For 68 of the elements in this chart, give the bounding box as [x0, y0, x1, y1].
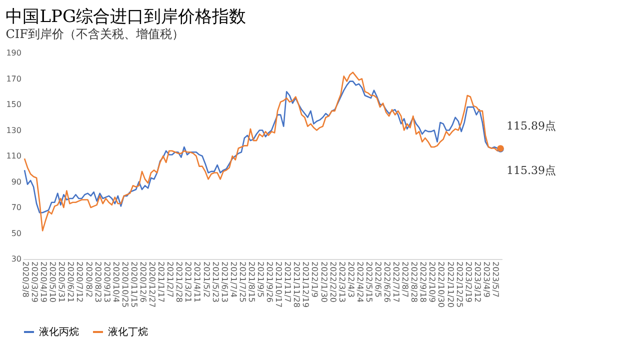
- x-tick-label: 2023/3/12: [472, 262, 482, 303]
- data-label: 115.39点: [506, 164, 556, 178]
- chart-title: 中国LPG综合进口到岸价格指数: [6, 7, 246, 27]
- x-tick-label: 2022/8/28: [410, 262, 419, 303]
- x-tick-label: 2021/2/28: [174, 262, 184, 303]
- y-tick-label: 70: [11, 203, 22, 212]
- y-tick-label: 50: [11, 228, 22, 238]
- chart-subtitle: CIF到岸价（不含关税、增值税）: [6, 27, 184, 41]
- x-tick-label: 2021/7/25: [238, 262, 247, 303]
- x-tick-label: 2020/8/2: [84, 262, 94, 298]
- y-tick-label: 150: [6, 100, 22, 109]
- x-tick-label: 2022/11/20: [446, 262, 455, 308]
- legend-label: 液化丁烷: [108, 326, 148, 338]
- x-tick-label: 2021/12/19: [301, 262, 310, 308]
- x-tick-label: 2020/4/19: [39, 262, 48, 303]
- y-tick-label: 130: [6, 126, 22, 135]
- x-tick-label: 2022/7/17: [392, 262, 401, 303]
- y-tick-label: 90: [11, 177, 22, 186]
- y-tick-label: 30: [11, 254, 22, 264]
- x-tick-label: 2020/10/4: [111, 262, 120, 303]
- x-tick-label: 2022/10/30: [436, 262, 446, 308]
- x-tick-label: 2021/2/7: [166, 262, 175, 298]
- y-tick-label: 190: [6, 48, 22, 58]
- x-tick-label: 2020/6/21: [66, 262, 76, 303]
- x-tick-label: 2022/5/15: [364, 262, 374, 303]
- x-tick-label: 2021/6/13: [220, 262, 229, 303]
- x-tick-label: 2021/8/15: [246, 262, 256, 303]
- x-tick-label: 2021/5/2: [202, 262, 211, 298]
- x-tick-label: 2021/11/28: [292, 262, 302, 308]
- x-tick-label: 2022/10/9: [428, 262, 437, 303]
- x-tick-label: 2022/1/30: [319, 262, 328, 303]
- x-tick-label: 2021/9/26: [265, 262, 274, 303]
- y-tick-label: 110: [6, 152, 22, 160]
- x-tick-label: 2022/9/18: [418, 262, 428, 303]
- x-tick-label: 2022/6/26: [382, 262, 392, 303]
- x-tick-label: 2021/3/21: [184, 262, 193, 303]
- x-tick-label: 2023/2/19: [464, 262, 473, 303]
- x-tick-label: 2020/12/27: [148, 262, 157, 308]
- x-tick-label: 2020/8/23: [93, 262, 102, 303]
- x-tick-label: 2020/5/10: [48, 262, 58, 303]
- x-tick-label: 2020/5/31: [57, 262, 66, 303]
- x-tick-label: 2020/10/25: [120, 262, 130, 308]
- x-tick-label: 2020/9/13: [102, 262, 112, 303]
- x-tick-label: 2022/1/9: [310, 262, 320, 298]
- x-tick-label: 2022/4/3: [346, 262, 356, 298]
- x-tick-label: 2020/3/8: [21, 262, 30, 298]
- x-tick-label: 2022/4/24: [355, 262, 364, 303]
- x-tick-label: 2023/4/9: [482, 262, 491, 298]
- x-tick-label: 2021/4/11: [192, 262, 202, 303]
- x-tick-label: 2020/12/6: [138, 262, 148, 303]
- x-tick-label: 2022/8/7: [400, 262, 410, 298]
- x-tick-label: 2021/11/7: [283, 262, 292, 303]
- x-tick-label: 2022/3/13: [337, 262, 346, 303]
- x-tick-label: 2020/7/12: [75, 262, 84, 303]
- x-tick-label: 2021/9/5: [256, 262, 265, 298]
- x-tick-label: 2020/11/15: [129, 262, 138, 308]
- y-tick-label: 170: [6, 74, 22, 84]
- x-tick-label: 2021/1/17: [156, 262, 166, 303]
- x-tick-label: 2020/3/29: [30, 262, 40, 303]
- x-tick-label: 2022/12/25: [454, 262, 464, 308]
- legend-label: 液化丙烷: [39, 326, 79, 338]
- x-tick-label: 2021/7/4: [228, 262, 238, 298]
- x-tick-label: 2021/5/23: [210, 262, 220, 303]
- x-tick-label: 2022/6/5: [373, 262, 382, 298]
- data-label: 115.89点: [506, 119, 556, 132]
- x-tick-label: 2023/5/7: [490, 262, 500, 298]
- x-tick-label: 2022/2/20: [328, 262, 338, 303]
- x-tick-label: 2021/10/17: [274, 262, 284, 308]
